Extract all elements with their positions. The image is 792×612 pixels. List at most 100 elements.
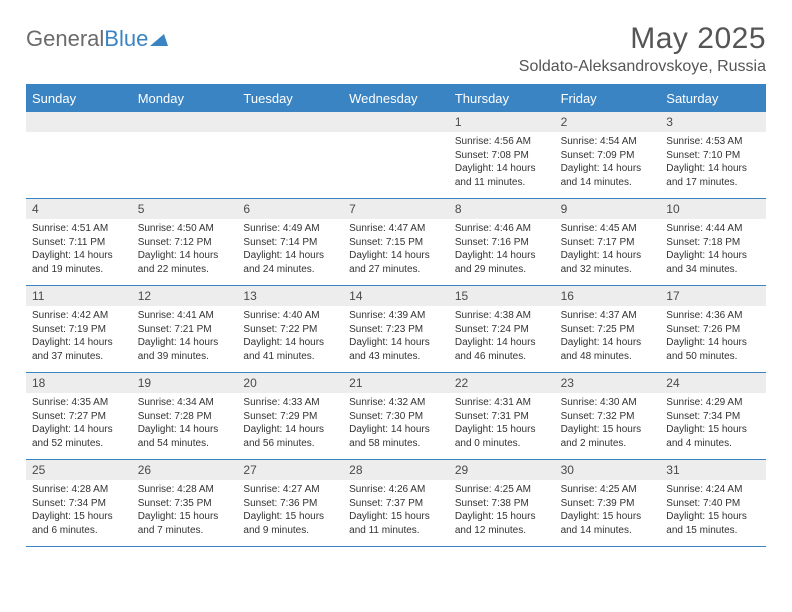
day-number bbox=[132, 112, 238, 132]
day-info: Sunrise: 4:38 AMSunset: 7:24 PMDaylight:… bbox=[449, 306, 555, 368]
day-cell: 2Sunrise: 4:54 AMSunset: 7:09 PMDaylight… bbox=[555, 112, 661, 198]
month-title: May 2025 bbox=[519, 22, 766, 56]
day-info bbox=[237, 132, 343, 190]
day-info: Sunrise: 4:46 AMSunset: 7:16 PMDaylight:… bbox=[449, 219, 555, 281]
day-info: Sunrise: 4:24 AMSunset: 7:40 PMDaylight:… bbox=[660, 480, 766, 542]
location: Soldato-Aleksandrovskoye, Russia bbox=[519, 58, 766, 76]
day-info: Sunrise: 4:42 AMSunset: 7:19 PMDaylight:… bbox=[26, 306, 132, 368]
day-cell: 3Sunrise: 4:53 AMSunset: 7:10 PMDaylight… bbox=[660, 112, 766, 198]
day-number: 11 bbox=[26, 286, 132, 306]
day-info: Sunrise: 4:40 AMSunset: 7:22 PMDaylight:… bbox=[237, 306, 343, 368]
day-cell: 27Sunrise: 4:27 AMSunset: 7:36 PMDayligh… bbox=[237, 460, 343, 546]
day-cell: 17Sunrise: 4:36 AMSunset: 7:26 PMDayligh… bbox=[660, 286, 766, 372]
day-cell bbox=[132, 112, 238, 198]
logo-text-blue: Blue bbox=[104, 26, 148, 52]
day-number: 5 bbox=[132, 199, 238, 219]
day-number: 31 bbox=[660, 460, 766, 480]
day-cell: 10Sunrise: 4:44 AMSunset: 7:18 PMDayligh… bbox=[660, 199, 766, 285]
day-number: 24 bbox=[660, 373, 766, 393]
day-number: 16 bbox=[555, 286, 661, 306]
day-info: Sunrise: 4:29 AMSunset: 7:34 PMDaylight:… bbox=[660, 393, 766, 455]
day-number: 29 bbox=[449, 460, 555, 480]
day-info: Sunrise: 4:28 AMSunset: 7:35 PMDaylight:… bbox=[132, 480, 238, 542]
day-cell: 9Sunrise: 4:45 AMSunset: 7:17 PMDaylight… bbox=[555, 199, 661, 285]
day-info bbox=[132, 132, 238, 190]
day-number bbox=[26, 112, 132, 132]
day-number: 27 bbox=[237, 460, 343, 480]
day-number: 19 bbox=[132, 373, 238, 393]
day-cell: 11Sunrise: 4:42 AMSunset: 7:19 PMDayligh… bbox=[26, 286, 132, 372]
day-info: Sunrise: 4:50 AMSunset: 7:12 PMDaylight:… bbox=[132, 219, 238, 281]
day-number: 26 bbox=[132, 460, 238, 480]
day-number: 2 bbox=[555, 112, 661, 132]
day-cell: 29Sunrise: 4:25 AMSunset: 7:38 PMDayligh… bbox=[449, 460, 555, 546]
day-info: Sunrise: 4:36 AMSunset: 7:26 PMDaylight:… bbox=[660, 306, 766, 368]
day-number: 18 bbox=[26, 373, 132, 393]
day-cell: 13Sunrise: 4:40 AMSunset: 7:22 PMDayligh… bbox=[237, 286, 343, 372]
day-info: Sunrise: 4:26 AMSunset: 7:37 PMDaylight:… bbox=[343, 480, 449, 542]
day-number: 21 bbox=[343, 373, 449, 393]
day-number: 12 bbox=[132, 286, 238, 306]
day-cell: 19Sunrise: 4:34 AMSunset: 7:28 PMDayligh… bbox=[132, 373, 238, 459]
day-number: 9 bbox=[555, 199, 661, 219]
day-info: Sunrise: 4:51 AMSunset: 7:11 PMDaylight:… bbox=[26, 219, 132, 281]
day-cell: 20Sunrise: 4:33 AMSunset: 7:29 PMDayligh… bbox=[237, 373, 343, 459]
day-number: 15 bbox=[449, 286, 555, 306]
day-info: Sunrise: 4:56 AMSunset: 7:08 PMDaylight:… bbox=[449, 132, 555, 194]
day-cell: 28Sunrise: 4:26 AMSunset: 7:37 PMDayligh… bbox=[343, 460, 449, 546]
weeks-container: 1Sunrise: 4:56 AMSunset: 7:08 PMDaylight… bbox=[26, 112, 766, 547]
day-cell: 23Sunrise: 4:30 AMSunset: 7:32 PMDayligh… bbox=[555, 373, 661, 459]
day-info: Sunrise: 4:44 AMSunset: 7:18 PMDaylight:… bbox=[660, 219, 766, 281]
day-info: Sunrise: 4:53 AMSunset: 7:10 PMDaylight:… bbox=[660, 132, 766, 194]
week-row: 25Sunrise: 4:28 AMSunset: 7:34 PMDayligh… bbox=[26, 460, 766, 547]
day-cell: 18Sunrise: 4:35 AMSunset: 7:27 PMDayligh… bbox=[26, 373, 132, 459]
week-row: 1Sunrise: 4:56 AMSunset: 7:08 PMDaylight… bbox=[26, 112, 766, 199]
week-row: 11Sunrise: 4:42 AMSunset: 7:19 PMDayligh… bbox=[26, 286, 766, 373]
day-info: Sunrise: 4:47 AMSunset: 7:15 PMDaylight:… bbox=[343, 219, 449, 281]
day-header: Wednesday bbox=[343, 86, 449, 112]
day-cell: 7Sunrise: 4:47 AMSunset: 7:15 PMDaylight… bbox=[343, 199, 449, 285]
day-header: Thursday bbox=[449, 86, 555, 112]
day-info: Sunrise: 4:35 AMSunset: 7:27 PMDaylight:… bbox=[26, 393, 132, 455]
day-number: 4 bbox=[26, 199, 132, 219]
day-info: Sunrise: 4:28 AMSunset: 7:34 PMDaylight:… bbox=[26, 480, 132, 542]
calendar-page: GeneralBlue May 2025 Soldato-Aleksandrov… bbox=[0, 0, 792, 547]
day-cell: 25Sunrise: 4:28 AMSunset: 7:34 PMDayligh… bbox=[26, 460, 132, 546]
day-info: Sunrise: 4:41 AMSunset: 7:21 PMDaylight:… bbox=[132, 306, 238, 368]
day-header: Monday bbox=[132, 86, 238, 112]
week-row: 4Sunrise: 4:51 AMSunset: 7:11 PMDaylight… bbox=[26, 199, 766, 286]
logo-triangle-icon bbox=[150, 26, 168, 52]
day-cell: 15Sunrise: 4:38 AMSunset: 7:24 PMDayligh… bbox=[449, 286, 555, 372]
day-info: Sunrise: 4:30 AMSunset: 7:32 PMDaylight:… bbox=[555, 393, 661, 455]
day-header: Sunday bbox=[26, 86, 132, 112]
day-number bbox=[343, 112, 449, 132]
header: GeneralBlue May 2025 Soldato-Aleksandrov… bbox=[26, 22, 766, 76]
day-number: 3 bbox=[660, 112, 766, 132]
day-number: 8 bbox=[449, 199, 555, 219]
day-info: Sunrise: 4:45 AMSunset: 7:17 PMDaylight:… bbox=[555, 219, 661, 281]
day-cell: 16Sunrise: 4:37 AMSunset: 7:25 PMDayligh… bbox=[555, 286, 661, 372]
day-info bbox=[343, 132, 449, 190]
day-header-row: Sunday Monday Tuesday Wednesday Thursday… bbox=[26, 86, 766, 112]
day-info: Sunrise: 4:32 AMSunset: 7:30 PMDaylight:… bbox=[343, 393, 449, 455]
day-info: Sunrise: 4:25 AMSunset: 7:38 PMDaylight:… bbox=[449, 480, 555, 542]
day-cell: 30Sunrise: 4:25 AMSunset: 7:39 PMDayligh… bbox=[555, 460, 661, 546]
day-cell: 26Sunrise: 4:28 AMSunset: 7:35 PMDayligh… bbox=[132, 460, 238, 546]
day-info bbox=[26, 132, 132, 190]
day-header: Tuesday bbox=[237, 86, 343, 112]
day-cell: 1Sunrise: 4:56 AMSunset: 7:08 PMDaylight… bbox=[449, 112, 555, 198]
logo-text-gray: General bbox=[26, 26, 104, 52]
day-number: 23 bbox=[555, 373, 661, 393]
day-header: Saturday bbox=[660, 86, 766, 112]
day-info: Sunrise: 4:49 AMSunset: 7:14 PMDaylight:… bbox=[237, 219, 343, 281]
day-number: 30 bbox=[555, 460, 661, 480]
day-number: 10 bbox=[660, 199, 766, 219]
day-cell: 12Sunrise: 4:41 AMSunset: 7:21 PMDayligh… bbox=[132, 286, 238, 372]
day-info: Sunrise: 4:54 AMSunset: 7:09 PMDaylight:… bbox=[555, 132, 661, 194]
day-header: Friday bbox=[555, 86, 661, 112]
day-cell bbox=[343, 112, 449, 198]
day-cell: 24Sunrise: 4:29 AMSunset: 7:34 PMDayligh… bbox=[660, 373, 766, 459]
day-number bbox=[237, 112, 343, 132]
day-cell: 31Sunrise: 4:24 AMSunset: 7:40 PMDayligh… bbox=[660, 460, 766, 546]
day-number: 20 bbox=[237, 373, 343, 393]
